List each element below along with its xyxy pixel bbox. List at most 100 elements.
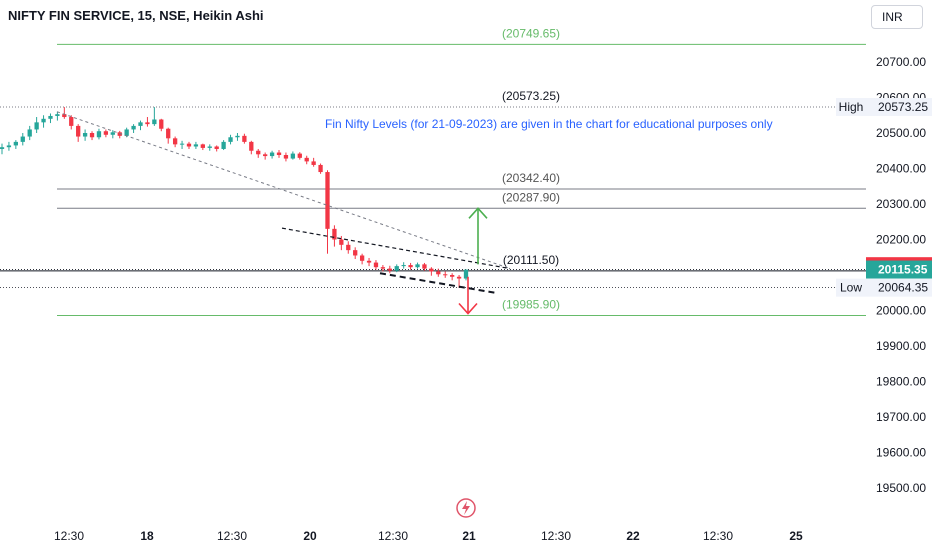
candle-body[interactable] bbox=[76, 125, 81, 137]
candle-body[interactable] bbox=[6, 145, 12, 148]
candle-body[interactable] bbox=[221, 141, 226, 149]
candle-body[interactable] bbox=[325, 172, 330, 229]
candle-body[interactable] bbox=[380, 267, 386, 269]
candle-body[interactable] bbox=[62, 114, 67, 118]
candle-body[interactable] bbox=[401, 265, 406, 267]
price-marker-value: 20064.35 bbox=[878, 281, 928, 295]
price-tick-label: 20300.00 bbox=[876, 197, 926, 211]
candle-body[interactable] bbox=[96, 131, 102, 138]
candle-body[interactable] bbox=[34, 122, 39, 130]
event-bolt-icon[interactable] bbox=[456, 498, 476, 518]
candle-body[interactable] bbox=[235, 135, 240, 138]
event-icon-ring bbox=[456, 498, 476, 518]
candle-body[interactable] bbox=[311, 161, 316, 165]
candle-body[interactable] bbox=[276, 152, 282, 156]
candle-body[interactable] bbox=[89, 133, 95, 138]
price-marker-label-bg bbox=[836, 278, 866, 297]
candle-body[interactable] bbox=[207, 146, 212, 148]
level-label-1: (20573.25) bbox=[502, 89, 560, 103]
candle-body[interactable] bbox=[41, 118, 46, 123]
candle-body[interactable] bbox=[20, 136, 25, 142]
level-label-3: (20287.90) bbox=[502, 190, 560, 204]
symbol-title: NIFTY FIN SERVICE, 15, NSE, Heikin Ashi bbox=[8, 8, 264, 23]
candle-body[interactable] bbox=[394, 266, 399, 271]
candle-body[interactable] bbox=[48, 115, 53, 119]
price-tick-label: 20000.00 bbox=[876, 304, 926, 318]
candle-body[interactable] bbox=[27, 129, 32, 137]
candle-body[interactable] bbox=[82, 133, 88, 137]
candle-body[interactable] bbox=[290, 153, 296, 159]
time-tick-label: 20 bbox=[303, 529, 317, 543]
candle-body[interactable] bbox=[297, 153, 302, 158]
candle-body[interactable] bbox=[214, 146, 219, 149]
price-tick-label: 20700.00 bbox=[876, 55, 926, 69]
price-marker-label-bg bbox=[836, 97, 866, 116]
trendline-lower[interactable] bbox=[379, 272, 496, 294]
time-tick-label: 12:30 bbox=[54, 529, 84, 543]
candle-body[interactable] bbox=[429, 268, 434, 272]
time-tick-label: 18 bbox=[140, 529, 154, 543]
candle-body[interactable] bbox=[269, 152, 275, 157]
candle-body[interactable] bbox=[373, 262, 379, 268]
candle-body[interactable] bbox=[332, 228, 337, 240]
candle-body[interactable] bbox=[415, 264, 420, 268]
candle-body[interactable] bbox=[166, 128, 171, 139]
candle-body[interactable] bbox=[346, 244, 351, 251]
candle-body[interactable] bbox=[456, 276, 462, 279]
candle-body[interactable] bbox=[117, 132, 122, 136]
candle-body[interactable] bbox=[200, 144, 205, 148]
candle-body[interactable] bbox=[387, 268, 392, 271]
currency-button[interactable]: INR bbox=[871, 5, 923, 29]
candle-body[interactable] bbox=[256, 150, 261, 155]
arrow-down-head bbox=[458, 302, 478, 315]
price-marker-green[interactable] bbox=[866, 260, 932, 279]
price-marker-value: 20115.35 bbox=[878, 263, 928, 277]
candle-body[interactable] bbox=[353, 250, 358, 256]
candle-body[interactable] bbox=[263, 154, 268, 157]
candle-body[interactable] bbox=[13, 141, 18, 146]
candle-body[interactable] bbox=[138, 122, 143, 126]
trendline-middle[interactable] bbox=[281, 227, 511, 270]
candle-body[interactable] bbox=[242, 135, 247, 142]
candle-body[interactable] bbox=[145, 122, 150, 125]
time-tick-label: 25 bbox=[789, 529, 803, 543]
candle-body[interactable] bbox=[283, 155, 289, 159]
candle-body[interactable] bbox=[110, 132, 115, 135]
price-tick-label: 20500.00 bbox=[876, 126, 926, 140]
price-marker-label: Low bbox=[840, 281, 862, 295]
candle-body[interactable] bbox=[463, 269, 469, 279]
candle-body[interactable] bbox=[249, 141, 254, 151]
candle-body[interactable] bbox=[408, 265, 413, 268]
candle-body[interactable] bbox=[172, 138, 178, 145]
candle-body[interactable] bbox=[186, 143, 192, 147]
candle-body[interactable] bbox=[152, 119, 157, 125]
time-tick-label: 12:30 bbox=[541, 529, 571, 543]
candle-body[interactable] bbox=[443, 274, 448, 276]
trendline-upper[interactable] bbox=[56, 111, 511, 270]
time-tick-label: 21 bbox=[462, 529, 476, 543]
candle-body[interactable] bbox=[450, 275, 455, 277]
candle-body[interactable] bbox=[179, 143, 185, 145]
candle-body[interactable] bbox=[193, 144, 199, 147]
candle-body[interactable] bbox=[304, 157, 309, 162]
candle-body[interactable] bbox=[55, 114, 60, 116]
time-tick-label: 12:30 bbox=[703, 529, 733, 543]
price-tick-label: 19900.00 bbox=[876, 339, 926, 353]
candle-body[interactable] bbox=[103, 131, 109, 135]
candle-body[interactable] bbox=[228, 137, 233, 142]
candle-body[interactable] bbox=[0, 147, 5, 149]
candle-body[interactable] bbox=[131, 125, 136, 130]
candle-body[interactable] bbox=[339, 239, 344, 245]
candle-body[interactable] bbox=[436, 271, 441, 275]
candle-body[interactable] bbox=[318, 164, 323, 173]
candle-body[interactable] bbox=[422, 264, 427, 269]
candle-body[interactable] bbox=[159, 119, 164, 129]
candle-body[interactable] bbox=[69, 117, 74, 126]
candle-body[interactable] bbox=[359, 255, 365, 261]
candle-body[interactable] bbox=[366, 260, 372, 263]
candle-body[interactable] bbox=[124, 129, 129, 136]
price-marker-value: 20573.25 bbox=[878, 100, 928, 114]
time-tick-label: 12:30 bbox=[217, 529, 247, 543]
